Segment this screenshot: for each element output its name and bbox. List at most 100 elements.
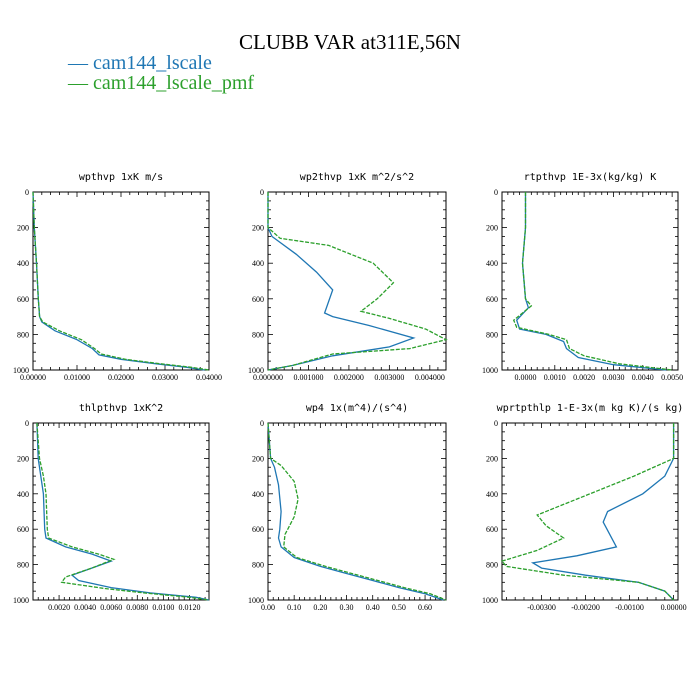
y-tick-label: 0	[260, 419, 264, 428]
x-tick-label: 0.10	[287, 603, 301, 612]
panel-2: wp2thvp 1xK m^2/s^2020040060080010000.00…	[248, 172, 448, 382]
x-tick-label: 0.0030	[602, 373, 624, 382]
x-tick-label: 0.60	[418, 603, 432, 612]
x-tick-label: 0.0020	[573, 373, 595, 382]
y-tick-label: 400	[17, 259, 29, 268]
x-tick-label: 0.40	[366, 603, 380, 612]
y-tick-label: 600	[486, 525, 498, 534]
plot-frame	[32, 422, 210, 601]
series-line-cam144_lscale_pmf	[500, 423, 675, 601]
panel-title: wp2thvp 1xK m^2/s^2	[300, 172, 414, 183]
y-tick-label: 200	[17, 454, 29, 463]
y-tick-label: 200	[252, 454, 264, 463]
x-tick-label: 0.01000	[64, 373, 90, 382]
x-tick-label: -0.00100	[615, 603, 644, 612]
y-tick-label: 600	[252, 525, 264, 534]
y-tick-label: 400	[252, 490, 264, 499]
x-tick-label: 0.04000	[196, 373, 222, 382]
series-line-cam144_lscale_pmf	[512, 192, 673, 371]
panel-6: wprtpthlp 1-E-3x(m kg K)/(s kg) 0 200 400 60…	[482, 403, 687, 612]
y-tick-label: 1000	[248, 366, 264, 375]
x-tick-label: 0.0010	[544, 373, 566, 382]
panel-title: wp4 1x(m^4)/(s^4)	[306, 403, 408, 414]
x-tick-label: 0.0000	[514, 373, 536, 382]
x-tick-label: 0.0040	[74, 603, 96, 612]
series-line-cam144_lscale	[515, 192, 667, 371]
legend-swatch-icon: —	[68, 52, 88, 74]
y-tick-label: 0	[25, 188, 29, 197]
plot-frame	[501, 191, 679, 371]
x-tick-label: 0.02000	[108, 373, 134, 382]
y-tick-label: 0	[494, 419, 498, 428]
y-tick-label: 800	[252, 330, 264, 339]
x-tick-label: 0.004000	[415, 373, 445, 382]
legend-label-lscale-pmf: cam144_lscale_pmf	[93, 72, 255, 94]
x-tick-label: -0.00300	[527, 603, 556, 612]
x-tick-label: 0.003000	[374, 373, 404, 382]
plot-frame	[267, 422, 447, 601]
plot-frame	[32, 191, 210, 371]
panel-title: wprtpthlp 1-E-3x(m kg K)/(s kg)	[497, 403, 684, 414]
y-tick-label: 400	[252, 259, 264, 268]
legend-item-lscale-pmf: — cam144_lscale_pmf	[68, 72, 254, 95]
series-line-cam144_lscale_pmf	[267, 422, 447, 601]
y-tick-label: 800	[252, 561, 264, 570]
x-tick-label: 0.0020	[48, 603, 70, 612]
x-tick-label: 0.0120	[178, 603, 200, 612]
y-tick-label: 1000	[13, 366, 29, 375]
y-tick-label: 200	[17, 224, 29, 233]
legend-swatch-icon: —	[68, 72, 88, 94]
y-tick-label: 1000	[482, 366, 498, 375]
y-tick-label: 200	[486, 224, 498, 233]
y-tick-label: 400	[17, 490, 29, 499]
x-tick-label: -0.00200	[571, 603, 600, 612]
series-line-cam144_lscale	[267, 422, 444, 601]
panel-title: thlpthvp 1xK^2	[79, 403, 163, 414]
series-line-cam144_lscale_pmf	[32, 191, 210, 371]
x-tick-label: 0.002000	[334, 373, 364, 382]
series-line-cam144_lscale_pmf	[267, 192, 448, 371]
x-tick-label: 0.001000	[293, 373, 323, 382]
y-tick-label: 600	[252, 295, 264, 304]
series-line-cam144_lscale	[267, 192, 416, 371]
x-tick-label: 0.00000	[661, 603, 687, 612]
x-tick-label: 0.20	[313, 603, 327, 612]
y-tick-label: 0	[260, 188, 264, 197]
panel-4: thlpthvp 1xK^2 0 200 400 600 800 1000 0.0020 0.0…	[13, 403, 210, 612]
series-line-cam144_lscale	[36, 422, 210, 601]
legend-item-lscale: — cam144_lscale	[68, 52, 212, 75]
y-tick-label: 1000	[248, 596, 264, 605]
x-tick-label: 0.03000	[152, 373, 178, 382]
chart-title: CLUBB VAR at311E,56N	[239, 30, 461, 54]
y-tick-label: 1000	[482, 596, 498, 605]
panel-3: rtpthvp 1E-3x(kg/kg) K 0 200 400 600 800 1000 0…	[482, 172, 683, 382]
x-tick-label: 0.50	[392, 603, 406, 612]
y-tick-label: 1000	[13, 596, 29, 605]
x-tick-label: 0.0060	[100, 603, 122, 612]
x-tick-label: 0.30	[340, 603, 354, 612]
panel-title: rtpthvp 1E-3x(kg/kg) K	[524, 172, 656, 183]
y-tick-label: 0	[25, 419, 29, 428]
y-tick-label: 600	[17, 295, 29, 304]
legend-label-lscale: cam144_lscale	[93, 52, 212, 74]
x-tick-label: 0.0040	[632, 373, 654, 382]
panel-title: wpthvp 1xK m/s	[79, 172, 163, 183]
x-tick-label: 0.00	[261, 603, 275, 612]
y-tick-label: 800	[17, 330, 29, 339]
series-line-cam144_lscale_pmf	[36, 422, 210, 601]
x-tick-label: 0.0080	[126, 603, 148, 612]
y-tick-label: 200	[486, 454, 498, 463]
y-tick-label: 600	[486, 295, 498, 304]
x-tick-label: 0.00000	[20, 373, 46, 382]
plot-frame	[267, 191, 447, 371]
plot-frame	[501, 422, 679, 601]
y-tick-label: 400	[486, 259, 498, 268]
x-tick-label: 0.0100	[152, 603, 174, 612]
series-line-cam144_lscale	[32, 191, 205, 371]
y-tick-label: 600	[17, 525, 29, 534]
y-tick-label: 0	[494, 188, 498, 197]
y-tick-label: 800	[486, 330, 498, 339]
